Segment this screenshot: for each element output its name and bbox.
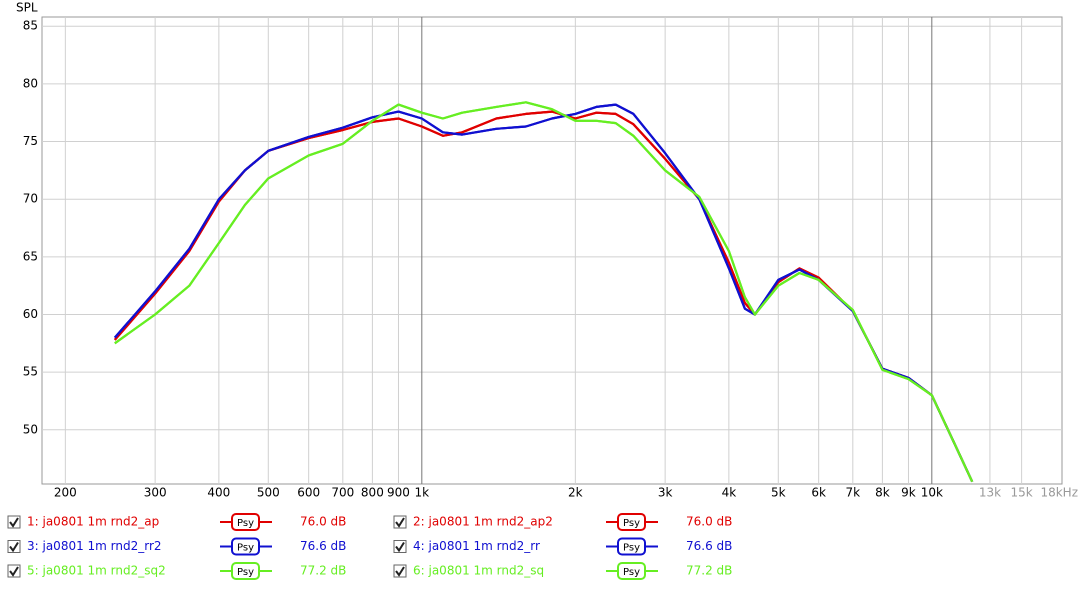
smoothing-button[interactable]	[231, 537, 260, 556]
x-tick-label: 800	[361, 486, 384, 500]
legend-level: 77.2 dB	[300, 564, 346, 578]
x-tick-label: 700	[331, 486, 354, 500]
x-tick-label: 6k	[811, 486, 826, 500]
smoothing-button[interactable]	[231, 562, 260, 580]
y-tick-label: 85	[23, 19, 38, 33]
smoothing-button[interactable]	[617, 513, 646, 531]
legend-label: 4: ja0801 1m rnd2_rr	[413, 539, 540, 553]
smoothing-label: Psy	[237, 567, 254, 578]
legend-level: 77.2 dB	[686, 564, 732, 578]
series-line	[114, 101, 974, 483]
y-tick-label: 75	[23, 134, 38, 148]
checkmark	[9, 566, 19, 577]
smoothing-label: Psy	[237, 518, 254, 529]
smoothing-button[interactable]	[617, 562, 646, 580]
checkmark	[9, 541, 19, 553]
x-tick-label: 13k	[979, 486, 1001, 500]
x-tick-label: 2k	[568, 486, 583, 500]
x-tick-label: 7k	[846, 486, 861, 500]
y-tick-label: 55	[23, 365, 38, 379]
y-tick-label: 60	[23, 307, 38, 321]
x-tick-label: 900	[387, 486, 410, 500]
x-tick-label: 200	[54, 486, 77, 500]
checkmark	[395, 566, 405, 577]
x-tick-label: 600	[297, 486, 320, 500]
y-tick-label: 50	[23, 422, 38, 436]
legend-level: 76.0 dB	[686, 515, 732, 529]
smoothing-label: Psy	[623, 543, 640, 554]
plot-area	[41, 16, 1063, 485]
x-tick-label: 4k	[722, 486, 737, 500]
x-tick-label: 5k	[771, 486, 786, 500]
checkmark	[395, 517, 405, 528]
smoothing-button[interactable]	[617, 537, 646, 556]
legend-level: 76.6 dB	[686, 539, 732, 553]
x-tick-label: 8k	[875, 486, 890, 500]
y-tick-label: 80	[23, 76, 38, 90]
x-tick-label: 400	[207, 486, 230, 500]
legend-label: 2: ja0801 1m rnd2_ap2	[413, 515, 553, 529]
x-tick-label: 9k	[901, 486, 916, 500]
x-tick-label: 3k	[658, 486, 673, 500]
smoothing-label: Psy	[623, 518, 640, 529]
x-tick-label: 500	[257, 486, 280, 500]
y-axis-label: SPL	[16, 1, 38, 15]
x-tick-label: 15k	[1011, 486, 1033, 500]
legend-level: 76.0 dB	[300, 515, 346, 529]
legend-label: 5: ja0801 1m rnd2_sq2	[27, 564, 166, 578]
checkmark	[9, 517, 19, 528]
legend-label: 3: ja0801 1m rnd2_rr2	[27, 539, 162, 553]
y-tick-label: 65	[23, 249, 38, 263]
x-tick-label: 1k	[415, 486, 430, 500]
smoothing-button[interactable]	[231, 513, 260, 531]
smoothing-label: Psy	[623, 567, 640, 578]
x-tick-label: 300	[144, 486, 167, 500]
checkmark	[395, 541, 405, 553]
legend-label: 6: ja0801 1m rnd2_sq	[413, 564, 544, 578]
y-tick-label: 70	[23, 192, 38, 206]
legend-level: 76.6 dB	[300, 539, 346, 553]
legend-label: 1: ja0801 1m rnd2_ap	[27, 515, 159, 529]
x-tick-label: 18kHz	[1040, 486, 1078, 500]
smoothing-label: Psy	[237, 543, 254, 554]
x-tick-label: 10k	[921, 486, 943, 500]
